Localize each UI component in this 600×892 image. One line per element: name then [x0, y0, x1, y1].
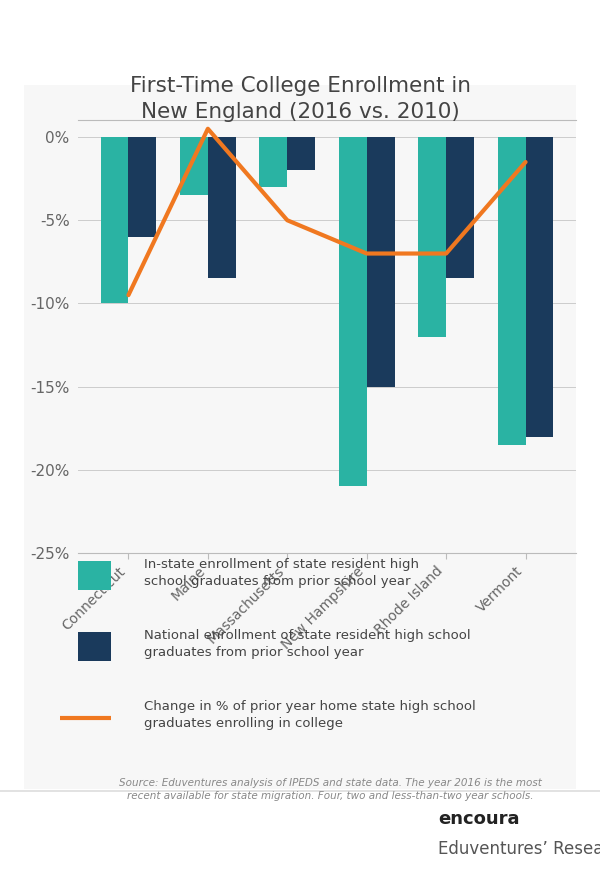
Text: National enrollment of state resident high school
graduates from prior school ye: National enrollment of state resident hi…	[144, 629, 470, 659]
Bar	[259, 137, 287, 187]
Bar	[128, 137, 156, 237]
Bar	[498, 137, 526, 445]
Text: encoura: encoura	[438, 810, 520, 828]
Bar	[339, 137, 367, 486]
Text: First-Time College Enrollment in
New England (2016 vs. 2010): First-Time College Enrollment in New Eng…	[130, 76, 470, 122]
Bar	[446, 137, 474, 278]
Bar	[208, 137, 236, 278]
Text: In-state enrollment of state resident high
school graduates from prior school ye: In-state enrollment of state resident hi…	[144, 558, 419, 588]
Text: Change in % of prior year home state high school
graduates enrolling in college: Change in % of prior year home state hig…	[144, 700, 476, 731]
Bar	[101, 137, 128, 303]
Text: Eduventures’ Research: Eduventures’ Research	[438, 840, 600, 858]
Bar	[418, 137, 446, 336]
Bar	[287, 137, 315, 170]
Bar	[367, 137, 395, 386]
Bar	[180, 137, 208, 195]
Bar	[526, 137, 553, 436]
Text: Source: Eduventures analysis of IPEDS and state data. The year 2016 is the most
: Source: Eduventures analysis of IPEDS an…	[119, 778, 541, 801]
